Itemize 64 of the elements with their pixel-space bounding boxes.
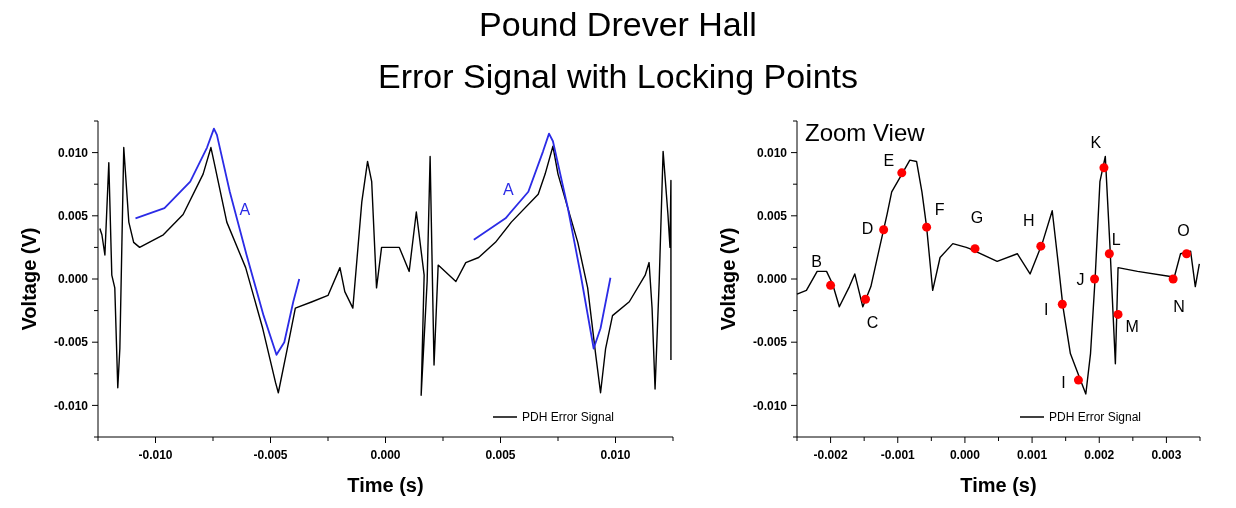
annotation: N bbox=[1173, 297, 1185, 315]
x-axis-title: Time (s) bbox=[347, 474, 424, 496]
annotation: M bbox=[1125, 317, 1139, 335]
point bbox=[1099, 163, 1109, 173]
legend-label: PDH Error Signal bbox=[522, 410, 615, 425]
y-tick-label: -0.010 bbox=[53, 398, 89, 413]
annotation: A bbox=[502, 181, 514, 199]
y-tick-label: 0.005 bbox=[57, 209, 89, 223]
annotation: B bbox=[811, 252, 822, 270]
chart-title: Zoom View bbox=[805, 119, 926, 146]
x-tick-label: -0.002 bbox=[813, 448, 848, 462]
x-tick-label: 0.005 bbox=[485, 448, 516, 462]
x-tick-label: 0.000 bbox=[949, 448, 981, 462]
annotation: H bbox=[1023, 211, 1035, 229]
point bbox=[879, 225, 889, 235]
annotation: I bbox=[1061, 373, 1066, 391]
x-tick-label: 0.001 bbox=[1017, 448, 1048, 462]
point bbox=[1113, 309, 1123, 319]
y-tick-label: -0.010 bbox=[752, 398, 788, 413]
x-axis-title: Time (s) bbox=[960, 474, 1037, 496]
legend-label: PDH Error Signal bbox=[1049, 410, 1142, 425]
annotation: O bbox=[1177, 222, 1190, 240]
point bbox=[1036, 241, 1046, 251]
x-tick-label: -0.010 bbox=[138, 448, 173, 462]
annotation: F bbox=[934, 200, 945, 218]
point bbox=[1182, 249, 1192, 259]
y-tick-label: -0.005 bbox=[53, 335, 89, 350]
x-tick-label: 0.000 bbox=[370, 448, 401, 462]
annotation: A bbox=[239, 201, 251, 219]
y-axis-title: Voltage (V) bbox=[18, 227, 40, 331]
y-tick-label: 0.000 bbox=[756, 272, 788, 287]
annotation: E bbox=[883, 152, 895, 170]
point bbox=[1073, 375, 1083, 385]
line-series bbox=[134, 127, 301, 356]
annotation: G bbox=[970, 209, 984, 227]
x-tick-label: 0.002 bbox=[1084, 448, 1115, 462]
y-tick-label: 0.010 bbox=[57, 145, 89, 160]
point bbox=[1104, 249, 1114, 259]
point bbox=[970, 244, 980, 254]
y-tick-label: -0.005 bbox=[752, 335, 788, 350]
annotation: C bbox=[866, 313, 879, 331]
chart-subtitle: Error Signal with Locking Points bbox=[377, 57, 859, 95]
annotation: D bbox=[861, 220, 874, 238]
point bbox=[826, 280, 836, 290]
point bbox=[1057, 299, 1067, 309]
annotation: L bbox=[1111, 231, 1121, 249]
y-tick-label: 0.005 bbox=[756, 209, 788, 223]
x-tick-label: -0.005 bbox=[253, 448, 288, 462]
y-tick-label: 0.010 bbox=[756, 145, 788, 160]
x-tick-label: 0.010 bbox=[600, 448, 631, 462]
annotation: J bbox=[1076, 270, 1085, 288]
annotation: I bbox=[1044, 300, 1049, 318]
x-tick-label: -0.001 bbox=[880, 448, 916, 462]
point bbox=[922, 222, 932, 232]
y-tick-label: 0.000 bbox=[57, 272, 89, 287]
point bbox=[1090, 274, 1100, 284]
line-series bbox=[472, 132, 612, 350]
annotation: K bbox=[1090, 134, 1102, 152]
chart-title: Pound Drever Hall bbox=[479, 5, 757, 43]
point bbox=[897, 168, 907, 178]
y-axis-title: Voltage (V) bbox=[717, 227, 739, 331]
point bbox=[861, 294, 871, 304]
x-tick-label: 0.003 bbox=[1151, 448, 1182, 462]
point bbox=[1168, 274, 1178, 284]
